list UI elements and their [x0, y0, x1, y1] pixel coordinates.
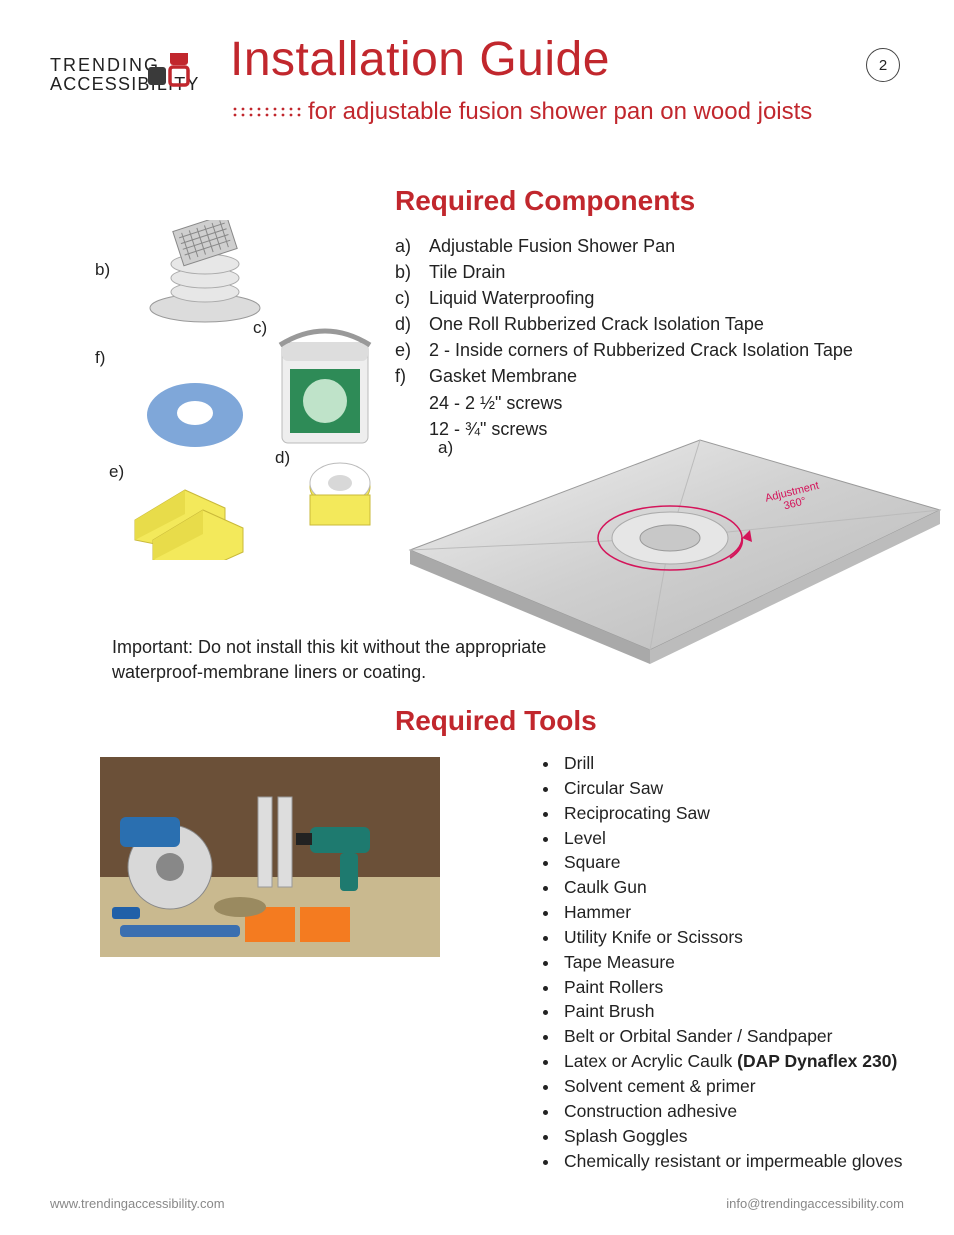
title-block: Installation Guide — [230, 32, 610, 87]
callout-c: c) — [253, 318, 267, 338]
list-item: c)Liquid Waterproofing — [395, 285, 853, 311]
page-footer: www.trendingaccessibility.com info@trend… — [50, 1196, 904, 1211]
list-item: Utility Knife or Scissors — [560, 925, 902, 950]
list-item: Tape Measure — [560, 950, 902, 975]
list-item: Chemically resistant or impermeable glov… — [560, 1149, 902, 1174]
components-list: a)Adjustable Fusion Shower Pan b)Tile Dr… — [395, 233, 853, 442]
important-note: Important: Do not install this kit witho… — [112, 635, 612, 685]
list-item: Paint Rollers — [560, 975, 902, 1000]
components-svg — [95, 220, 395, 560]
page-subtitle: for adjustable fusion shower pan on wood… — [308, 98, 812, 126]
list-item: Square — [560, 850, 902, 875]
list-item: Hammer — [560, 900, 902, 925]
callout-a: a) — [438, 438, 453, 458]
tools-photo — [100, 757, 440, 957]
list-item: a)Adjustable Fusion Shower Pan — [395, 233, 853, 259]
list-item: Construction adhesive — [560, 1099, 902, 1124]
components-heading: Required Components — [395, 185, 695, 217]
list-item: Latex or Acrylic Caulk (DAP Dynaflex 230… — [560, 1049, 902, 1074]
list-item-sub: 24 - 2 ½" screws — [395, 390, 853, 416]
list-item: Caulk Gun — [560, 875, 902, 900]
list-item: f)Gasket Membrane — [395, 363, 853, 389]
list-item: Circular Saw — [560, 776, 902, 801]
logo-word-1: TRENDING — [50, 55, 225, 76]
tools-heading: Required Tools — [395, 705, 904, 737]
list-item: Drill — [560, 751, 902, 776]
callout-f: f) — [95, 348, 105, 368]
footer-email: info@trendingaccessibility.com — [726, 1196, 904, 1211]
logo-word-2: ACCESSIBILITY — [50, 74, 225, 95]
footer-url: www.trendingaccessibility.com — [50, 1196, 225, 1211]
page-number-badge: 2 — [866, 48, 900, 82]
page-title: Installation Guide — [230, 32, 610, 87]
callout-e: e) — [109, 462, 124, 482]
page-header: TRENDING ACCESSIBILITY Installation Guid… — [50, 40, 904, 135]
components-section: Required Components a)Adjustable Fusion … — [50, 185, 904, 705]
components-illustration: b) c) f) d) e) — [95, 220, 395, 560]
list-item: Paint Brush — [560, 999, 902, 1024]
list-item: Reciprocating Saw — [560, 801, 902, 826]
callout-b: b) — [95, 260, 110, 280]
list-item: Level — [560, 826, 902, 851]
brand-logo: TRENDING ACCESSIBILITY — [50, 55, 225, 95]
logo-blocks-icon — [148, 53, 196, 91]
list-item: b)Tile Drain — [395, 259, 853, 285]
list-item: Belt or Orbital Sander / Sandpaper — [560, 1024, 902, 1049]
list-item: Solvent cement & primer — [560, 1074, 902, 1099]
dotted-leader — [232, 105, 304, 121]
tools-section: Required Tools — [50, 705, 904, 1173]
list-item: Splash Goggles — [560, 1124, 902, 1149]
list-item: d)One Roll Rubberized Crack Isolation Ta… — [395, 311, 853, 337]
callout-d: d) — [275, 448, 290, 468]
list-item: e)2 - Inside corners of Rubberized Crack… — [395, 337, 853, 363]
tools-list: DrillCircular SawReciprocating SawLevelS… — [540, 751, 902, 1173]
